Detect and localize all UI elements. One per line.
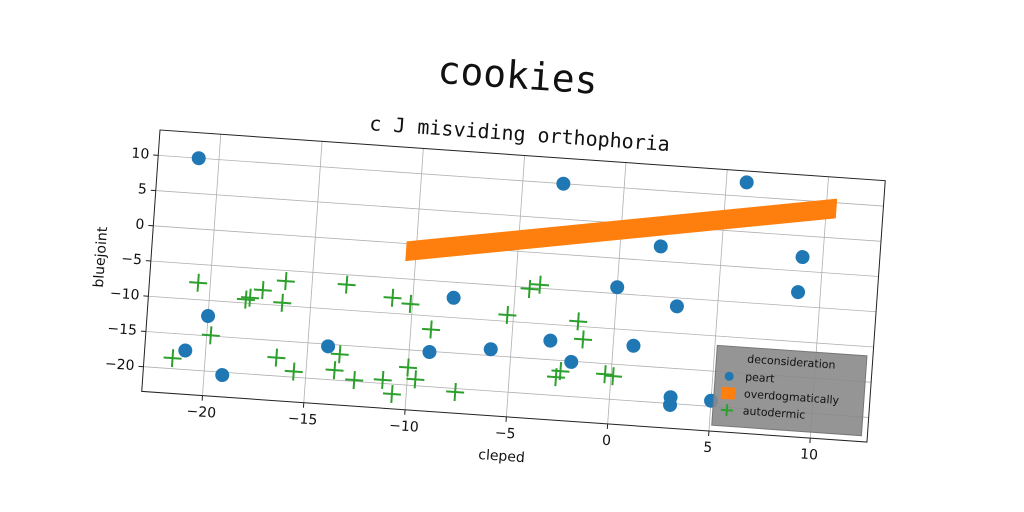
point: [382, 384, 401, 404]
point: [236, 290, 255, 309]
point: [284, 362, 303, 381]
point: [345, 370, 364, 390]
point: [551, 362, 570, 381]
legend-marker: [720, 386, 736, 400]
point: [215, 368, 230, 383]
point: [791, 285, 806, 300]
x-tick-label: −20: [186, 404, 217, 422]
point: [276, 272, 295, 291]
point: [573, 330, 593, 349]
point: [520, 279, 539, 298]
point: [406, 370, 425, 389]
point: [610, 280, 625, 295]
legend-box: [711, 344, 868, 437]
grid-line: [148, 295, 874, 348]
point: [564, 354, 579, 369]
point: [543, 333, 558, 348]
point: [626, 338, 641, 353]
point: [201, 309, 216, 324]
y-tick-label: 0: [135, 217, 145, 234]
grid-line: [150, 260, 877, 313]
point: [337, 275, 356, 294]
legend-marker: [720, 404, 733, 417]
x-tick-label: −15: [287, 411, 318, 429]
point: [446, 382, 465, 402]
y-tick-label: −5: [121, 251, 143, 268]
point: [189, 273, 208, 292]
legend-label: autodermic: [742, 404, 805, 421]
point: [669, 299, 684, 314]
point: [421, 320, 441, 339]
point: [603, 367, 623, 386]
point: [383, 288, 402, 307]
y-tick-label: −20: [104, 356, 135, 374]
axes-frame: [141, 129, 886, 443]
y-axis-label: bluejoint: [91, 226, 111, 288]
point: [653, 239, 668, 254]
point: [253, 281, 272, 300]
grid-line: [153, 225, 879, 277]
x-tick-label: 5: [703, 440, 713, 457]
point: [321, 339, 336, 354]
point: [325, 361, 344, 380]
point: [163, 349, 182, 368]
y-tick-label: −10: [109, 286, 140, 304]
point: [330, 345, 349, 364]
point: [422, 345, 437, 360]
x-tick-label: 10: [800, 446, 819, 463]
legend-label: peart: [745, 370, 776, 385]
x-tick-label: −5: [494, 425, 516, 442]
point: [530, 275, 550, 294]
point: [739, 175, 754, 190]
point: [663, 397, 678, 412]
point: [498, 305, 517, 325]
point: [401, 294, 420, 314]
point: [446, 290, 461, 305]
band: [405, 198, 838, 262]
point: [178, 343, 193, 358]
point: [273, 293, 292, 312]
point: [556, 176, 571, 191]
point: [191, 151, 206, 166]
grid-line: [158, 154, 884, 207]
grid-line: [155, 190, 882, 242]
point: [595, 365, 615, 384]
point: [483, 342, 498, 357]
point: [569, 312, 588, 331]
point: [795, 250, 810, 265]
point: [241, 288, 260, 307]
y-tick-label: 5: [137, 181, 147, 198]
legend-title: deconsideration: [747, 353, 836, 372]
legend: deconsiderationpeartoverdogmaticallyauto…: [711, 344, 868, 437]
chart-title: cookies: [436, 48, 599, 103]
point: [267, 348, 286, 367]
point: [201, 326, 220, 345]
y-tick-label: 10: [131, 146, 150, 163]
point: [398, 358, 418, 377]
x-tick-label: −10: [389, 418, 420, 436]
point: [373, 370, 392, 389]
x-axis-label: cleped: [478, 447, 526, 466]
x-tick-label: 0: [601, 433, 611, 450]
rotated-figure: cookies c J misviding orthophoria −20 −15…: [91, 48, 886, 466]
legend-marker: [724, 371, 734, 381]
y-tick-label: −15: [107, 321, 138, 339]
